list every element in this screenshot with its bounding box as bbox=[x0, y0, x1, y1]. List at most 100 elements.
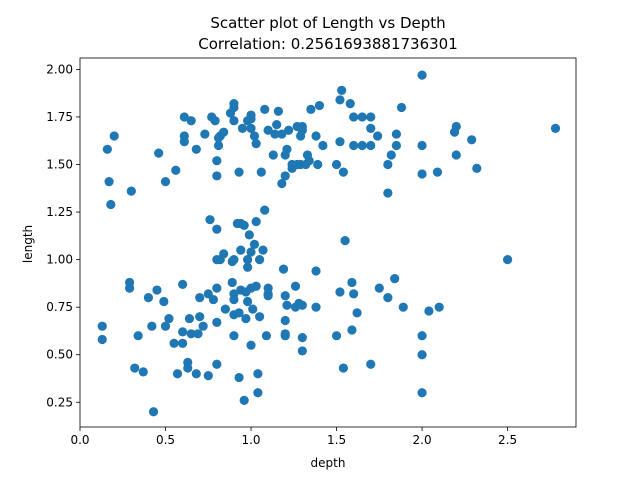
data-point bbox=[280, 329, 290, 339]
data-point bbox=[212, 317, 222, 327]
x-tick-label: 0.0 bbox=[70, 433, 89, 447]
data-point bbox=[280, 315, 290, 326]
data-point bbox=[147, 321, 157, 331]
data-point bbox=[272, 119, 282, 130]
data-point bbox=[335, 95, 345, 105]
y-tick-label: 1.75 bbox=[46, 110, 73, 124]
data-point bbox=[191, 369, 201, 379]
data-point bbox=[143, 293, 154, 303]
data-point bbox=[159, 296, 169, 307]
data-point bbox=[249, 239, 260, 249]
data-point bbox=[178, 338, 188, 348]
data-point bbox=[212, 156, 222, 166]
x-axis-label: depth bbox=[311, 456, 346, 470]
data-point bbox=[212, 224, 222, 234]
data-point bbox=[126, 186, 136, 196]
data-point bbox=[311, 302, 321, 312]
data-point bbox=[229, 99, 239, 109]
data-point bbox=[178, 327, 188, 337]
data-point bbox=[246, 123, 256, 133]
data-point bbox=[219, 249, 229, 259]
data-point bbox=[248, 304, 258, 314]
data-point bbox=[179, 112, 189, 122]
data-point bbox=[349, 140, 359, 151]
data-point bbox=[432, 167, 443, 177]
data-point bbox=[203, 371, 213, 381]
data-point bbox=[130, 363, 140, 373]
data-point bbox=[306, 104, 316, 114]
data-point bbox=[236, 245, 246, 255]
data-point bbox=[331, 331, 342, 341]
data-point bbox=[261, 331, 272, 341]
data-point bbox=[349, 112, 359, 122]
data-point bbox=[374, 283, 384, 293]
y-tick-label: 2.00 bbox=[46, 62, 73, 76]
y-tick-label: 1.25 bbox=[46, 205, 73, 219]
data-point bbox=[97, 321, 107, 331]
data-point bbox=[338, 167, 348, 177]
data-point bbox=[335, 137, 345, 147]
data-point bbox=[337, 85, 347, 95]
data-point bbox=[106, 199, 116, 210]
data-point bbox=[366, 140, 376, 151]
data-point bbox=[417, 388, 427, 398]
data-point bbox=[297, 346, 307, 356]
data-point bbox=[195, 293, 205, 303]
data-point bbox=[138, 367, 148, 377]
data-point bbox=[278, 264, 289, 274]
data-point bbox=[229, 255, 239, 265]
data-point bbox=[451, 121, 461, 132]
data-point bbox=[338, 363, 348, 373]
data-point bbox=[210, 116, 220, 126]
data-point bbox=[391, 140, 402, 151]
data-point bbox=[246, 340, 256, 350]
data-point bbox=[198, 321, 208, 331]
data-point bbox=[277, 129, 287, 139]
data-point bbox=[398, 302, 408, 312]
data-point bbox=[251, 281, 261, 291]
y-tick-label: 0.75 bbox=[46, 300, 73, 314]
data-point bbox=[347, 277, 357, 288]
data-point bbox=[417, 350, 427, 360]
data-point bbox=[179, 137, 189, 147]
data-point bbox=[178, 279, 188, 289]
data-point bbox=[97, 334, 107, 345]
data-point bbox=[357, 140, 367, 151]
data-point bbox=[297, 121, 307, 132]
data-point bbox=[243, 296, 253, 307]
data-point bbox=[109, 131, 119, 141]
data-point bbox=[169, 338, 179, 348]
data-point bbox=[263, 289, 273, 299]
data-point bbox=[318, 140, 328, 151]
data-point bbox=[254, 255, 265, 265]
data-point bbox=[366, 123, 376, 133]
data-point bbox=[244, 230, 254, 240]
data-point bbox=[251, 138, 261, 149]
data-point bbox=[451, 150, 461, 160]
x-tick-label: 1.5 bbox=[327, 433, 346, 447]
data-point bbox=[148, 407, 159, 417]
data-point bbox=[253, 369, 263, 379]
data-point bbox=[212, 359, 222, 369]
y-tick-label: 0.25 bbox=[46, 395, 73, 409]
data-point bbox=[234, 372, 244, 383]
data-point bbox=[229, 331, 239, 341]
data-point bbox=[254, 312, 265, 322]
data-point bbox=[212, 283, 222, 293]
data-point bbox=[331, 159, 342, 170]
data-point bbox=[390, 274, 400, 284]
data-point bbox=[311, 131, 321, 141]
data-point bbox=[213, 140, 224, 151]
data-point bbox=[297, 333, 307, 343]
data-point bbox=[220, 304, 230, 314]
data-point bbox=[366, 112, 376, 122]
data-point bbox=[383, 293, 393, 303]
data-point bbox=[373, 131, 383, 141]
y-axis-label: length bbox=[21, 225, 35, 263]
data-point bbox=[282, 300, 292, 310]
chart-subtitle: Correlation: 0.2561693881736301 bbox=[198, 35, 458, 53]
data-point bbox=[193, 329, 203, 339]
data-point bbox=[229, 116, 239, 126]
